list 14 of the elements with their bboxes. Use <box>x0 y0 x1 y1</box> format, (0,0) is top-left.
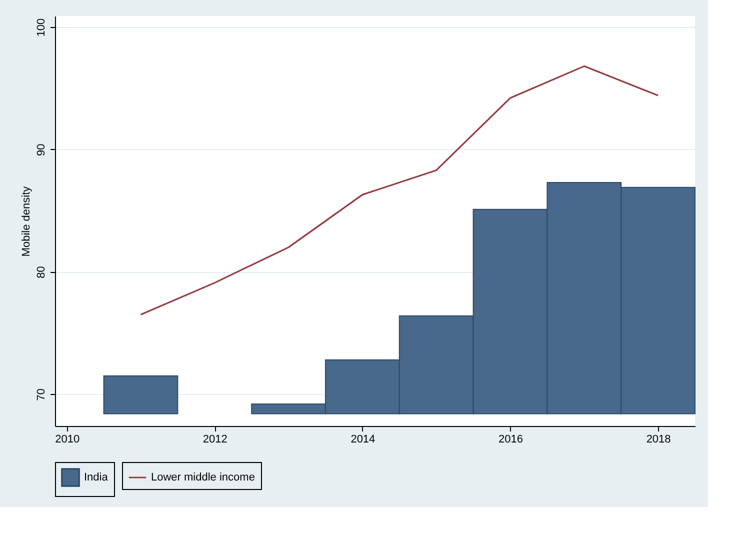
y-tick-label: 70 <box>36 388 48 401</box>
y-axis-title: Mobile density <box>20 186 32 257</box>
y-tick-label: 80 <box>36 266 48 278</box>
x-tick-label: 2014 <box>350 434 376 446</box>
x-tick-label: 2010 <box>55 434 80 446</box>
y-tick-label: 90 <box>36 144 48 156</box>
y-tick-label: 100 <box>36 18 48 37</box>
x-tick-label: 2018 <box>646 434 671 446</box>
x-tick-label: 2012 <box>202 434 228 446</box>
x-tick-label: 2016 <box>498 434 523 446</box>
legend-label: India <box>84 472 109 484</box>
legend-label: Lower middle income <box>151 472 255 484</box>
line-series <box>140 65 659 316</box>
bar <box>103 375 178 414</box>
